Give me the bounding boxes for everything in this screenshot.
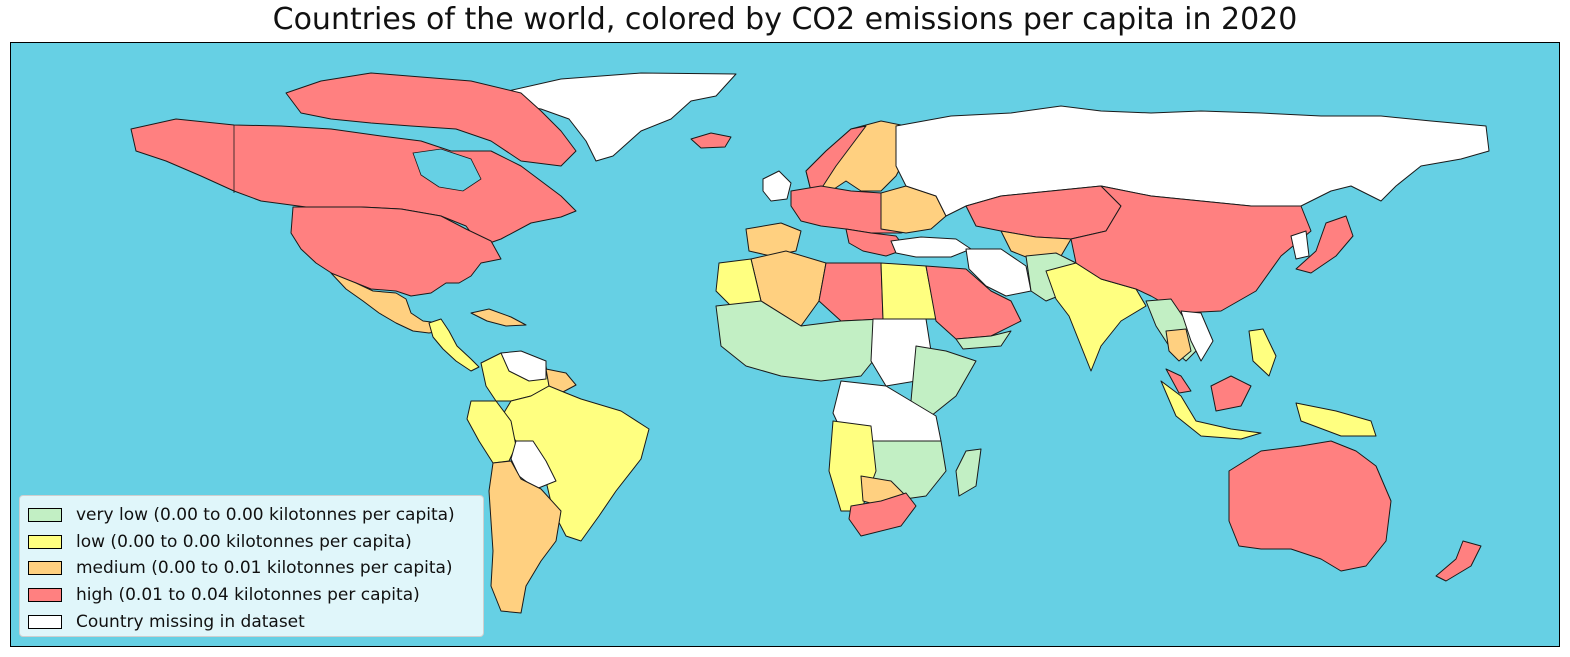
country-madagascar — [955, 448, 982, 497]
legend-item-missing: Country missing in dataset — [28, 608, 475, 635]
country-papua — [1295, 402, 1377, 437]
legend-swatch-high — [28, 588, 62, 603]
country-guyana-region — [545, 368, 577, 394]
country-turkey — [890, 236, 972, 258]
country-yemen-oman — [955, 330, 1012, 350]
legend-label-very-low: very low (0.00 to 0.00 kilotonnes per ca… — [76, 505, 455, 526]
country-russia — [895, 105, 1490, 217]
country-new-zealand — [1435, 540, 1482, 582]
map-title: Countries of the world, colored by CO2 e… — [272, 2, 1298, 37]
legend-label-high: high (0.01 to 0.04 kilotonnes per capita… — [76, 585, 420, 606]
country-korea — [1290, 230, 1310, 260]
country-bolivia — [510, 440, 557, 490]
legend-swatch-low — [28, 534, 62, 549]
legend-label-medium: medium (0.00 to 0.01 kilotonnes per capi… — [76, 558, 453, 579]
legend-swatch-missing — [28, 614, 62, 629]
country-libya — [818, 262, 884, 322]
country-uk — [762, 170, 792, 202]
country-japan — [1295, 215, 1354, 274]
legend-label-low: low (0.00 to 0.00 kilotonnes per capita) — [76, 531, 412, 552]
country-malaysia — [1165, 368, 1192, 394]
country-south-africa — [848, 492, 917, 537]
country-cuba — [470, 308, 527, 327]
country-sahel — [715, 300, 884, 382]
country-china-mongolia — [1070, 185, 1312, 314]
legend-swatch-very-low — [28, 508, 62, 523]
legend-item-high: high (0.01 to 0.04 kilotonnes per capita… — [28, 582, 475, 609]
legend-item-medium: medium (0.00 to 0.01 kilotonnes per capi… — [28, 555, 475, 582]
country-vietnam-laos — [1180, 310, 1214, 362]
country-canada-islands — [285, 72, 577, 167]
country-central-america — [428, 318, 480, 372]
country-horn-of-africa — [910, 345, 977, 417]
country-iberia — [745, 222, 802, 257]
legend-label-missing: Country missing in dataset — [76, 611, 305, 632]
country-indonesia — [1160, 380, 1262, 440]
country-thailand — [1165, 328, 1192, 362]
country-saudi-arabia — [925, 265, 1022, 340]
legend: very low (0.00 to 0.00 kilotonnes per ca… — [19, 495, 484, 637]
legend-item-low: low (0.00 to 0.00 kilotonnes per capita) — [28, 529, 475, 556]
country-canada — [130, 118, 577, 247]
world-map — [130, 72, 1490, 614]
country-iceland — [690, 132, 732, 149]
legend-item-very-low: very low (0.00 to 0.00 kilotonnes per ca… — [28, 502, 475, 529]
country-argentina-chile — [488, 460, 562, 614]
country-australia — [1228, 440, 1392, 572]
water-hudson-bay — [412, 148, 482, 192]
country-usa — [290, 206, 502, 297]
country-philippines — [1248, 328, 1277, 377]
country-iran — [965, 248, 1032, 297]
legend-swatch-medium — [28, 561, 62, 576]
country-venezuela-missing — [500, 350, 547, 382]
country-borneo — [1210, 375, 1252, 412]
country-greenland — [498, 72, 737, 162]
